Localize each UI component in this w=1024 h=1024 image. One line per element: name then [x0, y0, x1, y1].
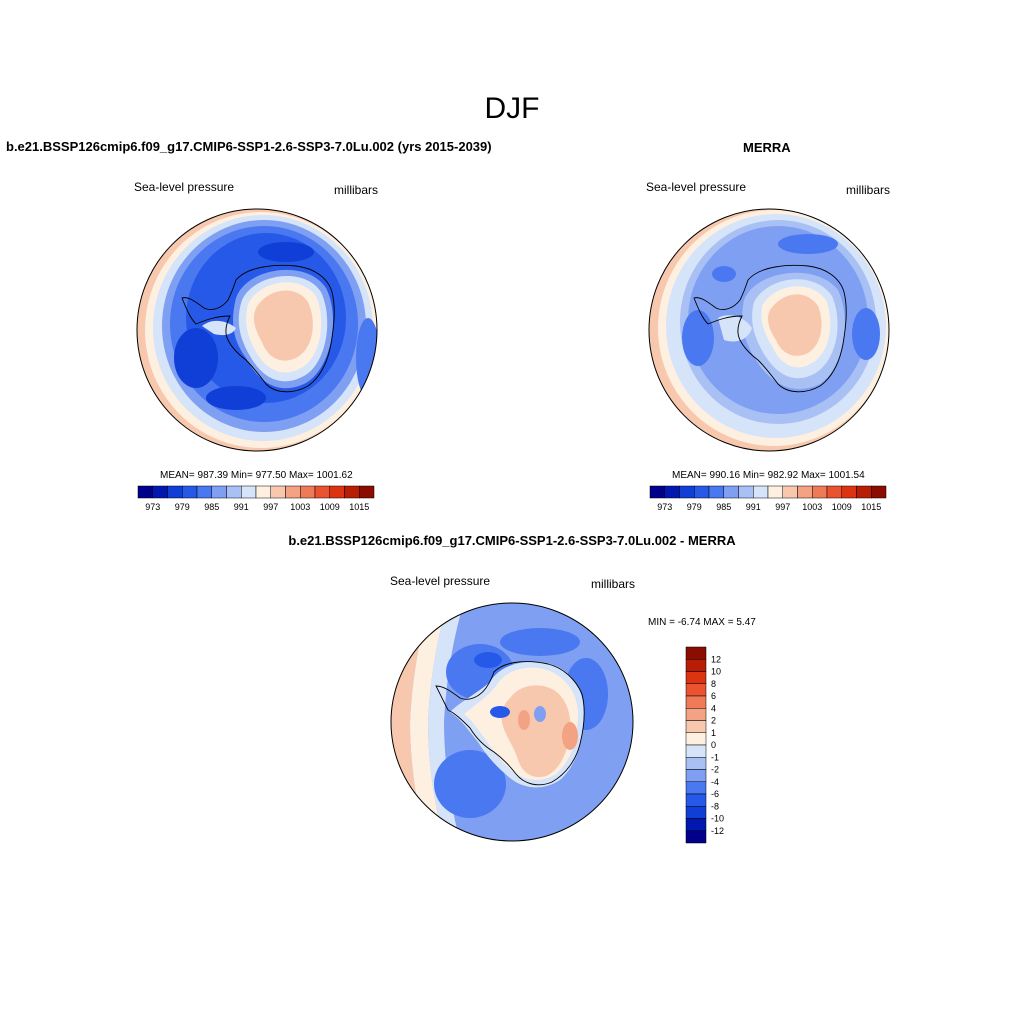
obs-colorbar-label: 997 — [775, 502, 790, 512]
obs-colorbar-label: 1003 — [802, 502, 822, 512]
diff-colorbar-label: -12 — [711, 826, 724, 836]
obs-colorbar-box — [856, 485, 872, 499]
model-colorbar-box — [314, 485, 330, 499]
model-panel-title: b.e21.BSSP126cmip6.f09_g17.CMIP6-SSP1-2.… — [6, 139, 492, 154]
diff-colorbar-box — [685, 793, 707, 807]
obs-colorbar-box — [694, 485, 710, 499]
obs-colorbar-box — [664, 485, 680, 499]
diff-colorbar-box — [685, 695, 707, 709]
diff-colorbar-label: 12 — [711, 654, 721, 664]
diff-colorbar-label: 1 — [711, 728, 716, 738]
obs-colorbar-box — [723, 485, 739, 499]
obs-colorbar-label: 1015 — [861, 502, 881, 512]
diff-colorbar-box — [685, 732, 707, 746]
obs-colorbar-box — [738, 485, 754, 499]
obs-colorbar-box — [797, 485, 813, 499]
model-colorbar-label: 1003 — [290, 502, 310, 512]
diff-colorbar-box — [685, 769, 707, 782]
obs-colorbar-box — [812, 485, 828, 499]
diff-colorbar-label: -2 — [711, 765, 719, 775]
model-colorbar-box — [226, 485, 242, 499]
model-colorbar-box — [196, 485, 212, 499]
obs-colorbar-box — [649, 485, 665, 499]
model-colorbar-label: 1015 — [349, 502, 369, 512]
obs-units-label: millibars — [846, 183, 891, 197]
obs-stats: MEAN= 990.16 Min= 982.92 Max= 1001.54 — [672, 470, 865, 481]
obs-colorbar-label: 973 — [657, 502, 672, 512]
model-colorbar-box — [300, 485, 316, 499]
obs-colorbar-box — [871, 485, 887, 499]
diff-colorbar-box — [685, 708, 707, 721]
diff-colorbar-box — [685, 744, 707, 758]
obs-colorbar-label: 979 — [687, 502, 702, 512]
model-colorbar-box — [137, 485, 153, 499]
diff-colorbar-label: 4 — [711, 703, 716, 713]
diff-polar-map — [390, 602, 634, 842]
diff-colorbar-box — [685, 781, 707, 795]
model-colorbar-box — [359, 485, 375, 499]
model-stats: MEAN= 987.39 Min= 977.50 Max= 1001.62 — [160, 470, 353, 481]
diff-colorbar-label: 10 — [711, 667, 721, 677]
diff-units-label: millibars — [591, 577, 636, 591]
diff-colorbar-box — [685, 671, 707, 684]
diff-colorbar-box — [685, 806, 707, 819]
obs-colorbar-box — [708, 485, 724, 499]
diff-colorbar-label: -8 — [711, 801, 719, 811]
figure-title: DJF — [484, 92, 540, 125]
model-colorbar-box — [255, 485, 271, 499]
model-colorbar-box — [211, 485, 227, 499]
diff-colorbar-box — [685, 830, 707, 844]
obs-colorbar-label: 991 — [746, 502, 761, 512]
diff-colorbar-label: 0 — [711, 740, 716, 750]
diff-colorbar-box — [685, 818, 707, 831]
model-colorbar-box — [270, 485, 286, 499]
model-units-label: millibars — [334, 183, 379, 197]
model-colorbar-box — [329, 485, 345, 499]
diff-colorbar-label: -10 — [711, 814, 724, 824]
diff-colorbar-label: 6 — [711, 691, 716, 701]
obs-colorbar-box — [826, 485, 842, 499]
obs-colorbar-label: 985 — [716, 502, 731, 512]
diff-colorbar-box — [685, 659, 707, 672]
obs-colorbar-box — [767, 485, 783, 499]
obs-colorbar-box — [679, 485, 695, 499]
obs-polar-map — [648, 208, 890, 452]
diff-colorbar-label: -4 — [711, 777, 719, 787]
model-colorbar-label: 997 — [263, 502, 278, 512]
model-polar-map — [136, 208, 378, 452]
model-colorbar: 973 979 985 991 997 1003 1009 1015 — [137, 485, 375, 512]
diff-colorbar-label: 8 — [711, 679, 716, 689]
diff-colorbar-label: -6 — [711, 789, 719, 799]
model-colorbar-box — [241, 485, 257, 499]
model-colorbar-label: 1009 — [320, 502, 340, 512]
diff-colorbar-box — [685, 683, 707, 697]
obs-colorbar-box — [841, 485, 857, 499]
diff-colorbar-label: 2 — [711, 716, 716, 726]
obs-variable-label: Sea-level pressure — [646, 180, 747, 194]
model-colorbar-label: 979 — [175, 502, 190, 512]
model-variable-label: Sea-level pressure — [134, 180, 235, 194]
model-colorbar-box — [167, 485, 183, 499]
model-colorbar-box — [285, 485, 301, 499]
obs-colorbar: 973 979 985 991 997 1003 1009 1015 — [649, 485, 887, 512]
diff-panel-title: b.e21.BSSP126cmip6.f09_g17.CMIP6-SSP1-2.… — [288, 533, 736, 548]
obs-panel-title: MERRA — [743, 140, 791, 155]
model-colorbar-label: 991 — [234, 502, 249, 512]
model-colorbar-box — [344, 485, 360, 499]
model-colorbar-box — [152, 485, 168, 499]
diff-colorbar-box — [685, 757, 707, 770]
diff-colorbar-label: -1 — [711, 752, 719, 762]
diff-colorbar-box — [685, 646, 707, 660]
model-colorbar-label: 973 — [145, 502, 160, 512]
obs-colorbar-box — [753, 485, 769, 499]
diff-colorbar-box — [685, 720, 707, 733]
diff-stats: MIN = -6.74 MAX = 5.47 — [648, 617, 756, 628]
obs-colorbar-label: 1009 — [832, 502, 852, 512]
diff-variable-label: Sea-level pressure — [390, 574, 491, 588]
model-colorbar-label: 985 — [204, 502, 219, 512]
model-colorbar-box — [182, 485, 198, 499]
obs-colorbar-box — [782, 485, 798, 499]
